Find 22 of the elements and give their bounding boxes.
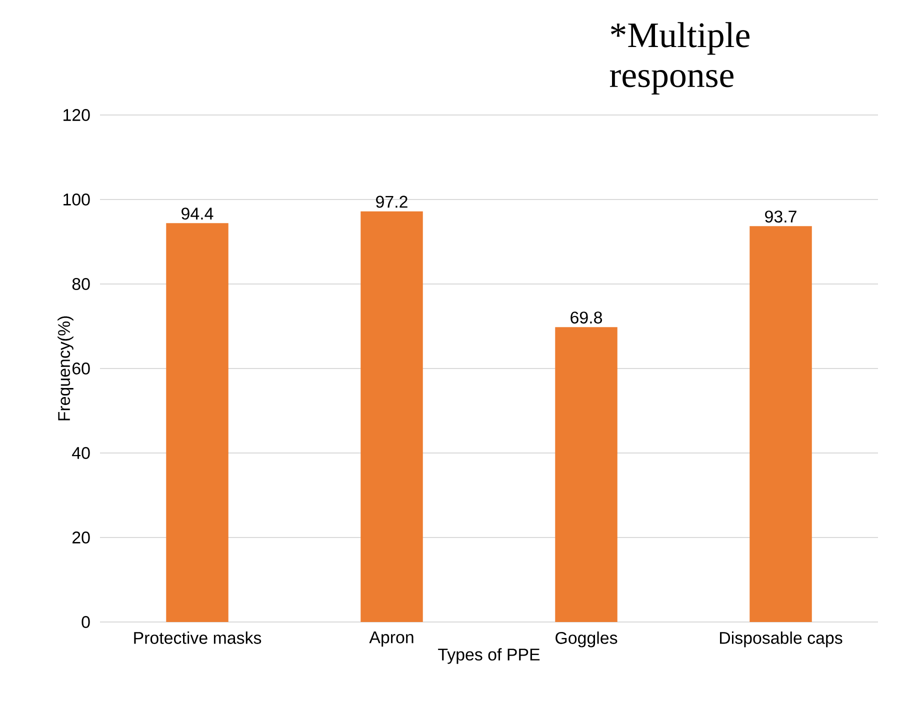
x-tick-label: Apron bbox=[369, 632, 414, 647]
bar bbox=[360, 211, 423, 622]
y-tick-label: 80 bbox=[72, 278, 90, 290]
bar bbox=[750, 226, 812, 622]
y-tick-label: 60 bbox=[72, 362, 90, 374]
bar bbox=[555, 327, 618, 622]
x-tick-label: Disposable caps bbox=[720, 632, 842, 648]
x-tick-label: Protective masks bbox=[134, 632, 262, 644]
y-tick-label: 0 bbox=[82, 616, 90, 628]
y-tick-label: 100 bbox=[64, 193, 90, 206]
data-label: 93.7 bbox=[765, 210, 796, 223]
data-label: 94.4 bbox=[182, 208, 214, 220]
y-axis-title: Frequency(%) bbox=[58, 316, 74, 420]
x-tick-label: Goggles bbox=[556, 632, 618, 648]
x-axis-title: Types of PPE bbox=[438, 648, 540, 664]
y-tick-label: 120 bbox=[64, 108, 90, 121]
text: *Multiple response bbox=[610, 22, 750, 95]
bar bbox=[166, 223, 228, 622]
data-label: 69.8 bbox=[570, 312, 602, 324]
data-label: 97.2 bbox=[376, 196, 408, 208]
y-tick-label: 20 bbox=[72, 531, 90, 544]
y-tick-label: 40 bbox=[72, 446, 90, 459]
